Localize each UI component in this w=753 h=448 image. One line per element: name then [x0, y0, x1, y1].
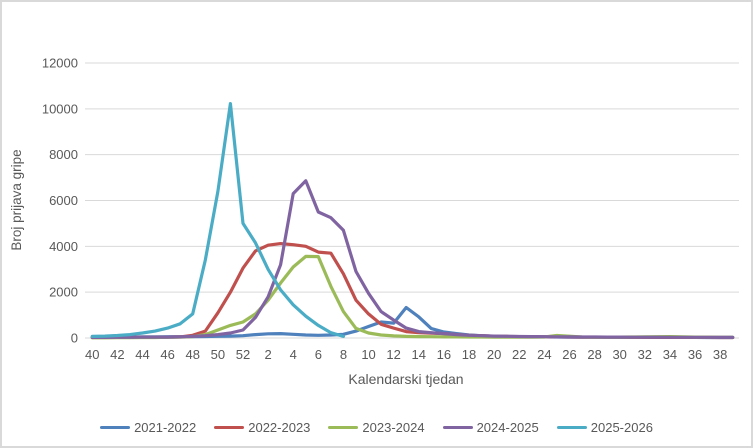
- x-tick-label: 44: [135, 347, 149, 362]
- y-tick-label: 6000: [49, 193, 78, 208]
- legend-label: 2023-2024: [362, 420, 425, 435]
- x-tick-label: 50: [211, 347, 225, 362]
- x-tick-label: 12: [386, 347, 400, 362]
- x-tick-label: 18: [462, 347, 476, 362]
- x-tick-label: 2: [264, 347, 271, 362]
- legend-label: 2021-2022: [134, 420, 197, 435]
- y-tick-label: 4000: [49, 239, 78, 254]
- x-tick-label: 26: [562, 347, 576, 362]
- x-axis-title: Kalendarski tjedan: [348, 371, 463, 387]
- x-tick-label: 48: [186, 347, 200, 362]
- legend-swatch: [442, 425, 473, 430]
- legend-label: 2025-2026: [590, 420, 653, 435]
- legend-item-2021-2022: 2021-2022: [100, 421, 196, 434]
- x-tick-label: 42: [110, 347, 124, 362]
- chart-legend: 2021-2022 2022-2023 2023-2024 2024-2025 2025…: [2, 421, 751, 434]
- legend-item-2023-2024: 2023-2024: [328, 420, 425, 435]
- legend-swatch: [214, 425, 245, 430]
- x-tick-label: 40: [85, 347, 99, 362]
- x-tick-label: 20: [487, 347, 501, 362]
- legend-swatch: [556, 425, 587, 430]
- x-tick-label: 6: [315, 347, 322, 362]
- legend-swatch: [100, 425, 131, 430]
- x-tick-label: 52: [236, 347, 250, 362]
- x-tick-label: 14: [412, 347, 426, 362]
- series-lines: [90, 101, 735, 340]
- x-tick-label: 36: [688, 347, 702, 362]
- y-tick-label: 12000: [42, 56, 78, 71]
- gridlines: [85, 62, 739, 339]
- x-tick-label: 34: [663, 347, 677, 362]
- x-tick-label: 8: [340, 347, 347, 362]
- legend-item-2025-2026: 2025-2026: [556, 420, 653, 435]
- y-axis-title: Broj prijava gripe: [9, 149, 24, 250]
- y-tick-label: 2000: [49, 285, 78, 300]
- legend-label: 2022-2023: [248, 420, 311, 435]
- x-tick-label: 22: [512, 347, 526, 362]
- x-tick-label: 46: [160, 347, 174, 362]
- series-line-2025-2026: [90, 101, 345, 338]
- x-tick-label: 38: [713, 347, 727, 362]
- legend-item-2022-2023: 2022-2023: [214, 421, 310, 434]
- x-tick-label: 28: [587, 347, 601, 362]
- x-tick-label: 10: [361, 347, 375, 362]
- y-tick-label: 10000: [42, 101, 78, 116]
- series-line-2022-2023: [90, 242, 735, 340]
- x-tick-label: 32: [638, 347, 652, 362]
- x-tick-label: 30: [612, 347, 626, 362]
- series-line-2024-2025: [90, 179, 735, 339]
- legend-label: 2024-2025: [476, 420, 539, 435]
- x-tick-label: 24: [537, 347, 551, 362]
- y-tick-label: 0: [71, 331, 78, 346]
- legend-swatch: [328, 425, 359, 430]
- y-tick-label: 8000: [49, 147, 78, 162]
- legend-item-2024-2025: 2024-2025: [442, 420, 539, 435]
- series-line-2023-2024: [90, 254, 735, 340]
- x-tick-label: 4: [290, 347, 297, 362]
- x-tick-label: 16: [437, 347, 451, 362]
